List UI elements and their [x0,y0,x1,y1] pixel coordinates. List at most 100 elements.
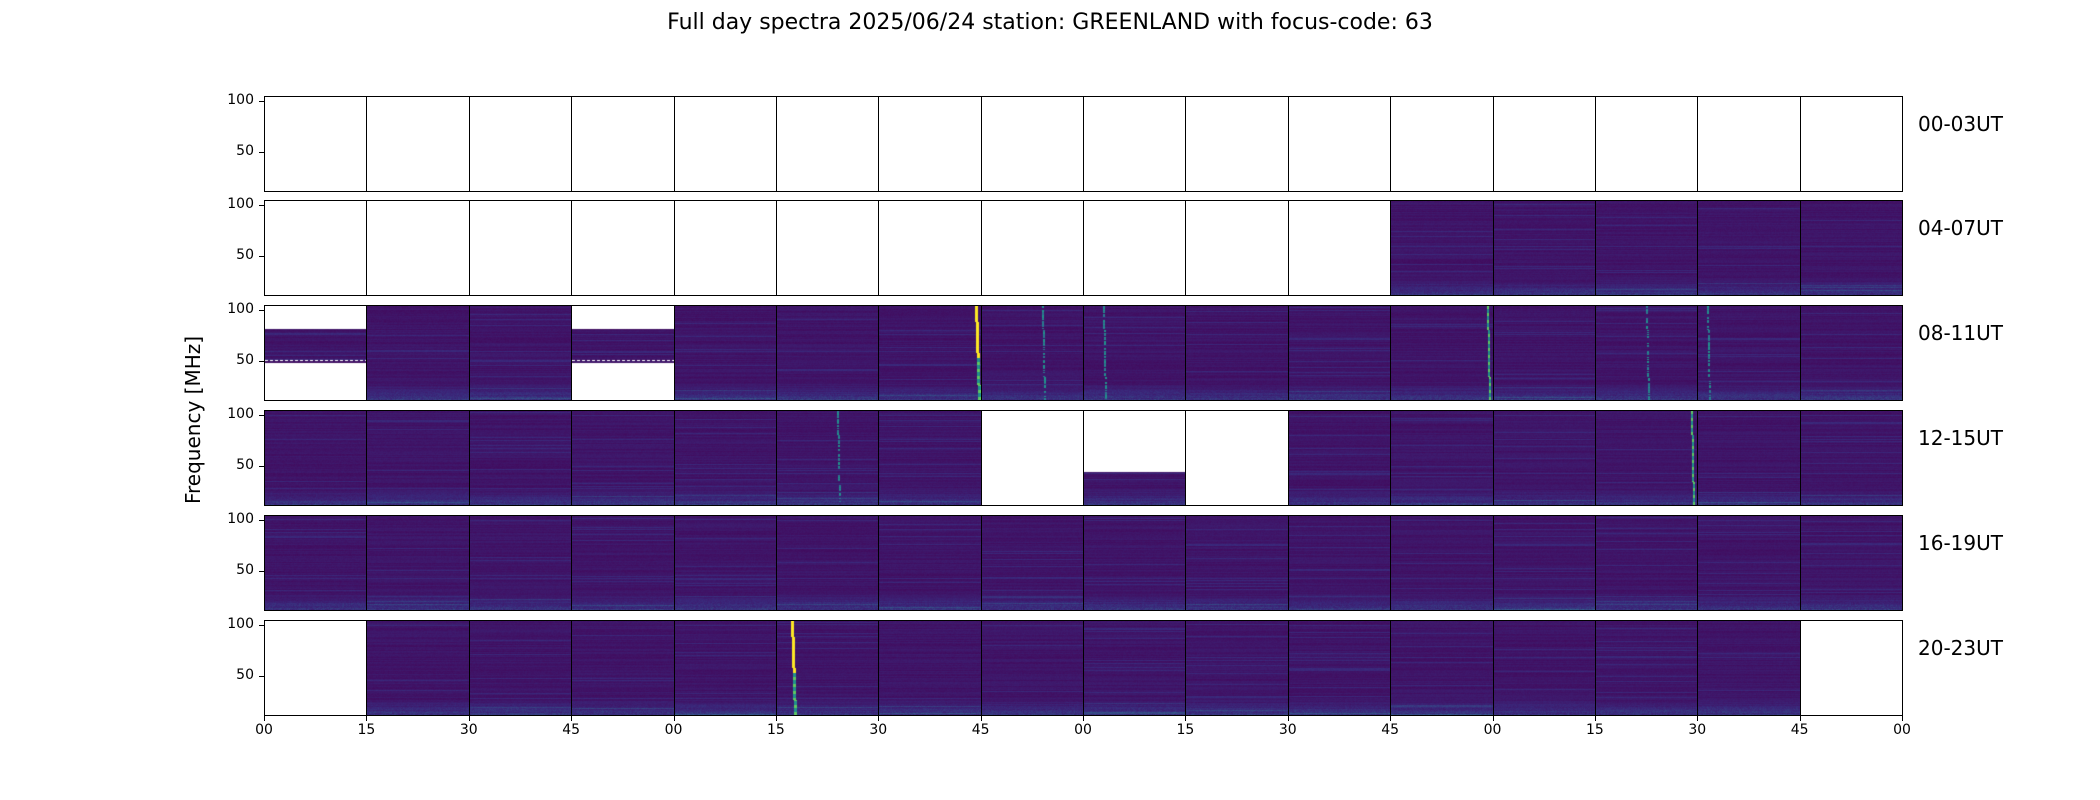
spectrum-panel [264,96,367,192]
spectrum-panel [776,305,879,401]
spectrum-image [367,516,469,610]
spectrum-panel [366,96,470,192]
spectrum-panel [571,200,675,296]
x-tick-mark [1492,716,1494,721]
spectrum-panel [1493,620,1596,716]
spectrum-panel [571,620,675,716]
spectrum-image [1289,411,1390,505]
spectrum-panel [1390,200,1494,296]
spectrum-image [1698,516,1800,610]
spectrum-image [777,306,878,400]
spectrum-image [777,516,878,610]
spectrum-image [1698,411,1800,505]
spectrum-panel [878,515,982,611]
x-tick-mark [366,716,368,721]
spectrum-panel [571,96,675,192]
x-tick-mark [1390,716,1392,721]
spectrum-panel [1800,200,1903,296]
x-tick-mark [673,716,675,721]
row-label: 08-11UT [1918,321,2003,345]
x-tick-label: 00 [1074,722,1092,738]
x-tick-mark [1287,716,1289,721]
spectrum-panel [469,200,572,296]
spectrum-panel [1697,515,1801,611]
spectrum-panel [1493,200,1596,296]
x-tick-mark [980,716,982,721]
spectrum-image [1494,516,1595,610]
spectrum-image [1084,411,1185,505]
y-tick-mark [259,255,264,257]
x-tick-mark [571,716,573,721]
x-tick-label: 45 [562,722,581,738]
y-tick-mark [259,205,264,207]
y-tick-mark [259,310,264,312]
spectrum-panel [776,410,879,506]
spectrum-image [1186,516,1288,610]
x-tick-label: 30 [1278,722,1297,738]
y-tick-mark [259,570,264,572]
spectrum-panel [469,515,572,611]
spectrum-panel [674,410,777,506]
x-tick-label: 45 [971,722,990,738]
y-tick-label: 100 [227,196,254,213]
spectrum-panel [981,515,1084,611]
spectrum-panel [264,620,367,716]
spectrum-panel [264,515,367,611]
x-tick-mark [1185,716,1187,721]
spectrum-image [777,621,878,715]
spectrum-panel [878,96,982,192]
spectrum-image [777,411,878,505]
spectrum-panel [1185,620,1289,716]
spectrum-panel [366,515,470,611]
spectrum-panel [571,515,675,611]
spectrum-panel [1697,96,1801,192]
spectrum-image [1289,516,1390,610]
spectrum-panel [366,620,470,716]
spectrum-image [1391,306,1493,400]
spectrum-panel [1390,515,1494,611]
spectrum-panel [1595,200,1698,296]
spectrum-panel [1800,515,1903,611]
spectrum-panel [1288,305,1391,401]
spectrum-image [470,516,571,610]
x-tick-label: 00 [664,722,683,738]
spectrum-image [470,411,571,505]
spectrum-image [1801,411,1902,505]
x-tick-mark [1083,716,1084,721]
spectrum-image [1596,411,1697,505]
spectrum-image [1596,201,1697,295]
y-tick-label: 50 [236,351,254,368]
spectrum-image [470,621,571,715]
x-tick-mark [1594,716,1596,721]
x-tick-label: 30 [869,722,888,738]
row-label: 00-03UT [1918,112,2003,136]
spectrum-image [982,621,1083,715]
spectrum-panel [878,410,982,506]
spectrum-image [1494,201,1595,295]
spectrum-image [1391,516,1493,610]
y-tick-mark [259,415,264,417]
spectrum-image [1084,306,1185,400]
x-tick-mark [1697,716,1699,721]
x-tick-mark [878,716,880,721]
spectrum-panel [1083,515,1186,611]
spectrum-image [367,306,469,400]
spectrum-panel [1595,620,1698,716]
x-tick-mark [1799,716,1801,721]
x-tick-mark [1902,716,1903,721]
x-tick-label: 30 [459,722,478,738]
y-tick-label: 50 [236,142,254,159]
spectrum-image [265,516,366,610]
spectrum-image [879,621,981,715]
spectrum-image [879,306,981,400]
y-tick-label: 100 [227,511,254,528]
x-tick-mark [264,716,265,721]
spectrum-panel [1390,96,1494,192]
spectrum-image [675,411,776,505]
spectrum-image [1698,201,1800,295]
spectrum-panel [1288,96,1391,192]
spectrum-panel [571,410,675,506]
spectrum-image [1186,306,1288,400]
spectrum-panel [1800,96,1903,192]
y-tick-label: 100 [227,301,254,318]
